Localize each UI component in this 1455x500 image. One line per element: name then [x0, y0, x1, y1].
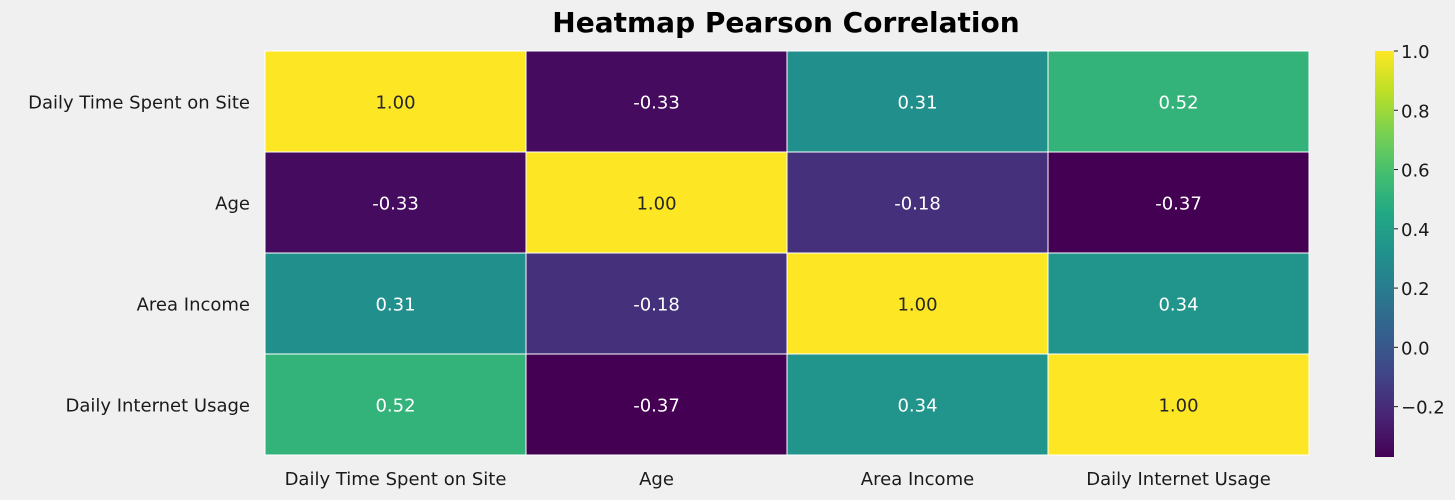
y-tick-label: Age	[215, 194, 250, 215]
cell-value-label: -0.37	[1155, 194, 1202, 215]
cell-value-label: 0.34	[897, 396, 937, 417]
y-axis-tick-labels: Daily Time Spent on Site Age Area Income Da…	[28, 93, 250, 417]
heatmap-cells	[264, 50, 1310, 456]
heatmap-cell	[525, 353, 788, 456]
colorbar-tick-label: 1.0	[1401, 42, 1430, 63]
heatmap-cell	[525, 151, 788, 254]
x-tick-label: Daily Time Spent on Site	[285, 469, 507, 490]
heatmap-cell	[264, 151, 527, 254]
cell-value-label: 0.34	[1158, 295, 1198, 316]
cell-value-label: 1.00	[375, 93, 415, 114]
heatmap-cell	[264, 50, 527, 153]
colorbar-tick-labels: 1.0 0.8 0.6 0.4 0.2 0.0 −0.2	[1394, 42, 1445, 419]
cell-value-label: 1.00	[636, 194, 676, 215]
cell-value-label: -0.37	[633, 396, 680, 417]
cell-value-label: -0.18	[633, 295, 680, 316]
x-tick-label: Age	[639, 469, 674, 490]
colorbar-tick-label: 0.0	[1401, 338, 1430, 359]
y-tick-label: Area Income	[137, 295, 250, 316]
cell-value-label: 0.31	[375, 295, 415, 316]
cell-value-label: 1.00	[1158, 396, 1198, 417]
x-tick-label: Area Income	[861, 469, 974, 490]
colorbar-tick-label: 0.2	[1401, 279, 1430, 300]
colorbar-tick-label: −0.2	[1401, 398, 1445, 419]
cell-value-label: 0.31	[897, 93, 937, 114]
colorbar-tick-label: 0.6	[1401, 161, 1430, 182]
heatmap-cell	[525, 50, 788, 153]
heatmap-cell	[1047, 252, 1310, 355]
cell-value-label: -0.33	[633, 93, 680, 114]
colorbar-tick-label: 0.8	[1401, 101, 1430, 122]
heatmap-cell	[1047, 151, 1310, 254]
chart-title: Heatmap Pearson Correlation	[552, 6, 1019, 39]
heatmap-cell	[1047, 353, 1310, 456]
colorbar-tick-label: 0.4	[1401, 220, 1430, 241]
cell-value-label: 1.00	[897, 295, 937, 316]
heatmap-cell	[264, 353, 527, 456]
x-tick-label: Daily Internet Usage	[1086, 469, 1271, 490]
heatmap-cell	[786, 50, 1049, 153]
heatmap-cell	[525, 252, 788, 355]
heatmap-cell	[786, 353, 1049, 456]
cell-value-label: 0.52	[375, 396, 415, 417]
y-tick-label: Daily Internet Usage	[65, 396, 250, 417]
cell-value-label: -0.18	[894, 194, 941, 215]
heatmap-cell	[786, 151, 1049, 254]
x-axis-tick-labels: Daily Time Spent on Site Age Area Income Da…	[285, 469, 1271, 490]
colorbar	[1375, 51, 1394, 457]
heatmap-cell-labels: 1.00 -0.33 0.31 0.52 -0.33 1.00 -0.18 -0.37 0.31…	[372, 93, 1202, 417]
heatmap-cell	[1047, 50, 1310, 153]
cell-value-label: -0.33	[372, 194, 419, 215]
y-tick-label: Daily Time Spent on Site	[28, 93, 250, 114]
cell-value-label: 0.52	[1158, 93, 1198, 114]
